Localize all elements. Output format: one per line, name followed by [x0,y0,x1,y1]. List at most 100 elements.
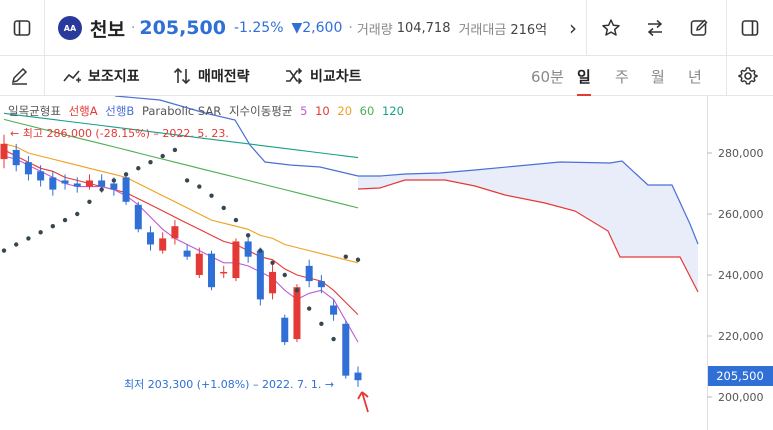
legend-ma: 지수이동평균 [228,104,293,118]
swap-arrows-icon [647,19,663,37]
amount-value: 216억 [510,22,548,38]
edit-button[interactable] [680,0,718,56]
candle [134,201,142,233]
drawing-tool-button[interactable] [10,56,36,96]
period-month[interactable]: 월 [651,67,665,86]
candle-body [110,183,118,190]
candle [330,299,338,321]
candle-body [0,143,8,160]
current-price-tag [708,366,773,386]
candle-body [73,183,81,187]
sar-dot [270,260,275,265]
candle-body [305,265,313,282]
ticker-info: AA 천보 · 205,500 -1.25% ▼2,600 · 거래량 104,… [58,0,555,56]
y-tick-label: 240,000 [718,269,764,282]
span-a-line [357,179,699,293]
sar-dot [148,159,153,165]
stock-name[interactable]: 천보 [90,18,125,41]
period-60min[interactable]: 60분 [531,67,564,86]
switch-stock-button[interactable] [636,0,674,56]
sidebar-toggle-button[interactable] [0,0,44,56]
period-day[interactable]: 일 [577,67,591,86]
candle [61,174,69,190]
sar-dot [26,236,31,241]
volume-value: 104,718 [396,20,451,36]
candle [171,220,179,245]
sar-dot [136,166,141,171]
panel-right-icon [741,20,759,36]
candle-body [354,372,362,381]
indicators-button[interactable]: 보조지표 [62,56,140,96]
sar-dot [209,193,214,198]
indicator-legend[interactable]: 일목균형표 선행A 선행B Parabolic SAR 지수이동평균 5 10 … [8,103,408,119]
candle [220,265,228,279]
sar-dot [14,242,19,247]
sar-dot [160,153,165,159]
sar-dot [50,224,56,229]
candle [73,177,81,193]
ma20-line [3,143,359,264]
period-week[interactable]: 주 [615,67,629,86]
candle-body [317,281,325,288]
more-info-chevron-icon[interactable]: › [569,16,577,40]
legend-ichimoku: 일목균형표 [8,104,61,118]
candle [24,156,32,181]
candle-body [269,271,277,294]
candle [232,238,240,282]
candle-body [232,241,240,279]
stock-header: AA 천보 · 205,500 -1.25% ▼2,600 · 거래량 104,… [0,0,773,56]
edit-icon [690,19,708,36]
legend-ma10: 10 [315,104,330,118]
legend-sar: Parabolic SAR [141,104,222,118]
sar-dot [1,248,7,253]
candle-body [49,177,57,190]
star-icon [602,19,620,36]
candle [85,174,93,190]
candle [342,320,350,379]
chart-settings-button[interactable] [738,56,764,96]
candle-body [171,226,179,239]
candle [195,247,203,279]
y-tick-label: 280,000 [718,147,764,160]
candle-body [85,180,93,187]
side-panel-button[interactable] [730,0,770,56]
sar-dot [184,178,190,183]
candlestick-chart[interactable]: 280,000 260,000 240,000 220,000 200,000 ← 최고… [0,96,773,430]
legend-span-b: 선행B [105,104,135,118]
sar-dot [294,288,300,293]
ma60-line [3,118,359,209]
y-tick-label: 220,000 [718,330,764,343]
candle-body [98,180,106,187]
candle-body [342,323,350,376]
sar-dot [258,248,263,253]
candle-body [256,250,264,300]
current-price-tag-text: 205,500 [716,369,764,383]
legend-ma5: 5 [300,104,308,118]
legend-ma20: 20 [337,104,353,118]
sar-dot [233,217,239,223]
candle-body [220,271,228,274]
compare-chart-button[interactable]: 비교차트 [284,56,362,96]
candle [12,143,20,172]
sar-dot [319,321,324,326]
current-price: 205,500 [139,17,226,39]
candle-body [244,241,252,257]
separator-dot: · [348,20,353,36]
sar-dot [355,257,361,262]
candle [159,232,167,254]
panel-left-icon [13,20,31,36]
sar-dot [343,254,348,259]
candle [244,235,252,263]
high-price-annotation: ← 최고 286,000 (-28.15%) – 2022. 5. 23. [10,127,229,140]
strategy-label: 매매전략 [198,69,250,85]
legend-span-a: 선행A [68,104,98,118]
sar-dot [62,217,68,223]
sar-dot [172,147,178,153]
sar-dot [245,233,251,238]
favorite-button[interactable] [592,0,630,56]
candle [256,247,264,306]
period-year[interactable]: 년 [688,67,702,86]
strategy-button[interactable]: 매매전략 [172,56,250,96]
candle-body [37,171,45,181]
sar-dot [99,187,104,192]
